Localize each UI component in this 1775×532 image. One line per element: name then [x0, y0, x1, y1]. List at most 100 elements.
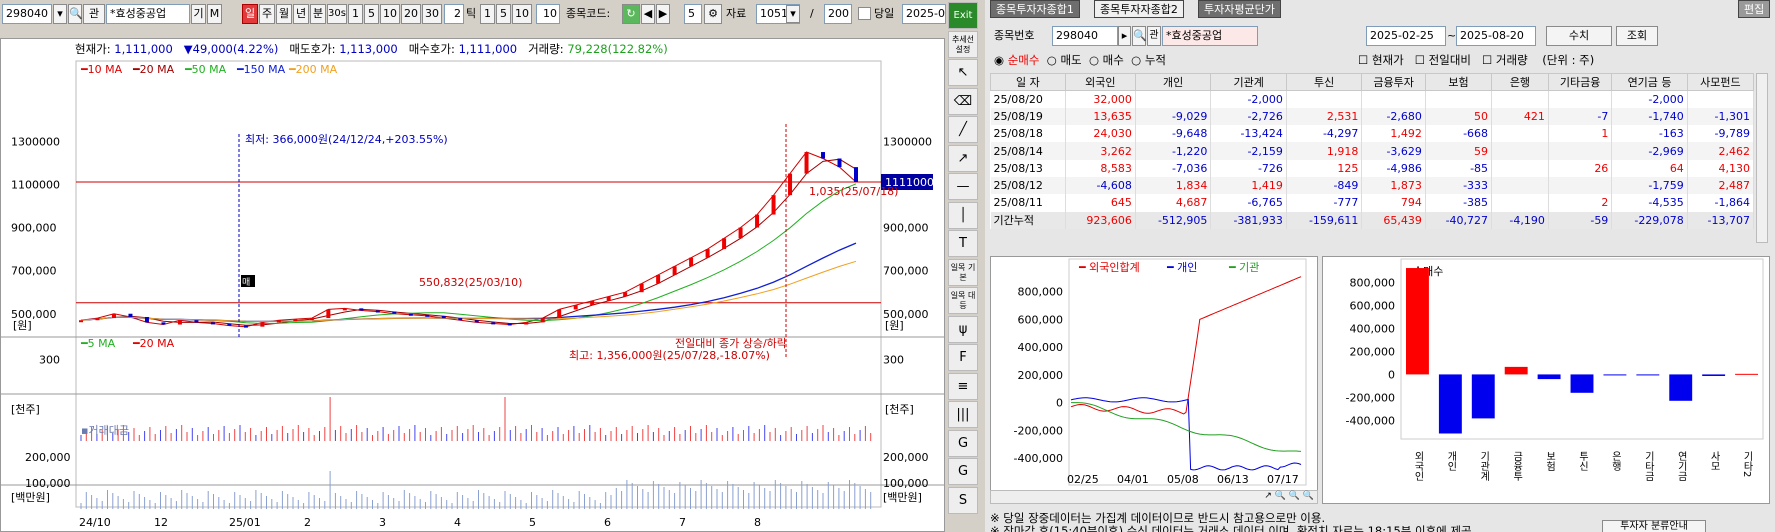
column-header-4[interactable]: 투신 — [1285, 73, 1363, 91]
table-row[interactable]: 25/08/19 13,635 -9,029 -2,726 2,531 -2,680 50 4… — [990, 107, 1755, 126]
radio-sell[interactable]: ○ 매도 — [1046, 53, 1082, 67]
gi-button[interactable]: 기 — [191, 4, 206, 24]
radio-cumulative[interactable]: ○ 누적 — [1131, 53, 1167, 67]
candle-6 — [177, 320, 182, 325]
right-code-input[interactable]: 298040 — [1052, 26, 1118, 46]
side-tool-16[interactable]: G — [948, 458, 978, 485]
today-label: 당일 — [874, 7, 895, 20]
spin-input[interactable]: 5 — [684, 4, 702, 24]
refresh-icon[interactable]: ↻ — [622, 4, 640, 24]
side-tool-7[interactable]: │ — [948, 201, 978, 229]
chevron-down-icon[interactable]: ▾ — [786, 5, 800, 23]
next-arrow-icon[interactable]: ▶ — [656, 4, 670, 24]
page-count-input[interactable]: 200 — [824, 4, 852, 24]
side-tool-9[interactable]: 일목 기본 — [948, 258, 978, 286]
tick-5-button[interactable]: 5 — [496, 4, 511, 24]
tab-investor-summary-1[interactable]: 종목투자자종합1 — [990, 0, 1080, 18]
side-tool-6[interactable]: — — [948, 173, 978, 200]
m-button[interactable]: M — [207, 4, 222, 24]
code-dropdown-button[interactable]: ▾ — [53, 4, 67, 24]
tab-investor-avg-price[interactable]: 투자자평균단가 — [1198, 0, 1281, 18]
right-next-icon[interactable]: ▸ — [1118, 26, 1131, 46]
right-search-icon[interactable]: 🔍 — [1132, 26, 1147, 46]
right-code-type-button[interactable]: 관 — [1147, 26, 1161, 46]
price-chart-svg[interactable]: ━10 MA ━20 MA ━50 MA ━150 MA ━200 MA 1300000 1… — [1, 39, 944, 531]
interval-1-button[interactable]: 1 — [348, 4, 363, 24]
side-tool-5[interactable]: ↗ — [948, 144, 978, 172]
code-type-button[interactable]: 관 — [83, 4, 105, 24]
table-cell: 1 — [1548, 125, 1613, 143]
tick-custom-input[interactable]: 10 — [536, 4, 560, 24]
investor-class-guide-button[interactable]: 투자자 분류안내 — [1602, 520, 1706, 532]
investor-line-chart[interactable]: ━ 외국인합계 ━ 개인 ━ 기관 800,000 600,000 400,000 200,… — [991, 257, 1317, 503]
table-row[interactable]: 25/08/20 32,000 -2,000 -2,000 — [990, 90, 1755, 108]
today-checkbox[interactable] — [858, 7, 871, 20]
side-tool-0[interactable]: Exit — [948, 2, 978, 29]
candle-32 — [606, 296, 611, 301]
period-month-button[interactable]: 월 — [276, 4, 292, 24]
stock-code-input[interactable]: 298040 — [2, 4, 52, 24]
check-prev-day[interactable]: ☐ 전일대비 — [1414, 53, 1471, 67]
period-day-button[interactable]: 일 — [242, 4, 258, 24]
tick-10-button[interactable]: 10 — [512, 4, 532, 24]
search-icon[interactable]: 🔍 — [68, 4, 83, 24]
interval-10-button[interactable]: 10 — [380, 4, 400, 24]
vol-unit-left: [천주] — [11, 402, 40, 416]
period-30s-button[interactable]: 30s — [327, 4, 347, 24]
interval-20-button[interactable]: 20 — [401, 4, 421, 24]
column-header-8[interactable]: 기타금융 — [1547, 73, 1613, 91]
settings-icon[interactable]: ⚙ — [704, 4, 722, 24]
radio-buy[interactable]: ○ 매수 — [1088, 53, 1124, 67]
side-tool-11[interactable]: ψ — [948, 315, 978, 343]
value-button[interactable]: 수치 — [1546, 26, 1612, 46]
tick-count-input[interactable]: 2 — [444, 4, 464, 24]
edit-button[interactable]: 편집 — [1738, 0, 1771, 18]
date-from-input[interactable]: 2025-02-25 — [1366, 26, 1446, 46]
line-ytick-3: 200,000 — [1018, 369, 1064, 382]
side-tool-13[interactable]: ≡ — [948, 372, 978, 400]
side-tool-15[interactable]: G — [948, 429, 978, 457]
side-tool-1[interactable]: 추세선 설정 — [948, 30, 978, 58]
line-chart-scrollbar[interactable]: ↗ 🔍 🔍 🔍 — [990, 490, 1318, 504]
check-current-price[interactable]: ☐ 현재가 — [1358, 53, 1404, 67]
period-minute-button[interactable]: 분 — [310, 4, 326, 24]
table-row[interactable]: 기간누적 923,606 -512,905 -381,933 -159,611 65,43… — [990, 211, 1755, 229]
column-header-6[interactable]: 보험 — [1424, 73, 1493, 91]
table-row[interactable]: 25/08/11 645 4,687 -6,765 -777 794 -385 2 -4,535… — [990, 194, 1755, 212]
side-tool-3[interactable]: ⌫ — [948, 87, 978, 115]
side-tool-2[interactable]: ↖ — [948, 59, 978, 86]
column-header-2[interactable]: 개인 — [1134, 73, 1212, 91]
column-header-5[interactable]: 금융투자 — [1361, 73, 1426, 91]
tick-1-button[interactable]: 1 — [480, 4, 495, 24]
check-volume[interactable]: ☐ 거래량 — [1481, 53, 1528, 67]
candle-14 — [309, 318, 314, 321]
side-tool-17[interactable]: S — [948, 486, 978, 514]
date-to-input[interactable]: 2025-08-20 — [1456, 26, 1536, 46]
side-tool-8[interactable]: T — [948, 230, 978, 257]
side-tool-4[interactable]: ╱ — [948, 116, 978, 143]
query-button[interactable]: 조회 — [1616, 26, 1658, 46]
column-header-10[interactable]: 사모펀드 — [1686, 73, 1755, 91]
column-header-3[interactable]: 기관계 — [1210, 73, 1287, 91]
column-header-7[interactable]: 은행 — [1491, 73, 1549, 91]
radio-net-buy[interactable]: ◉ 순매수 — [994, 53, 1040, 67]
prev-arrow-icon[interactable]: ◀ — [641, 4, 655, 24]
tab-investor-summary-2[interactable]: 종목투자자종합2 — [1094, 0, 1184, 18]
interval-5-button[interactable]: 5 — [364, 4, 379, 24]
date-input[interactable]: 2025-08 — [902, 4, 946, 24]
table-scrollbar[interactable] — [1756, 73, 1768, 243]
column-header-0[interactable]: 일 자 — [990, 73, 1066, 91]
table-row[interactable]: 25/08/14 3,262 -1,220 -2,159 1,918 -3,629 59 -2… — [990, 142, 1755, 160]
side-tool-10[interactable]: 일목 대등 — [948, 287, 978, 314]
table-row[interactable]: 25/08/12 -4,608 1,834 1,419 -849 1,873 -333 -1,… — [990, 176, 1755, 195]
side-tool-14[interactable]: ||| — [948, 401, 978, 428]
table-row[interactable]: 25/08/13 8,583 -7,036 -726 125 -4,986 -85 26 64 4… — [990, 159, 1755, 177]
column-header-1[interactable]: 외국인 — [1064, 73, 1136, 91]
period-week-button[interactable]: 주 — [259, 4, 275, 24]
side-tool-12[interactable]: F — [948, 344, 978, 371]
investor-bar-chart[interactable]: 순매수800,000600,000400,000200,0000-200,000… — [1323, 257, 1769, 503]
period-year-button[interactable]: 년 — [293, 4, 309, 24]
column-header-9[interactable]: 연기금 등 — [1611, 73, 1688, 91]
table-row[interactable]: 25/08/18 24,030 -9,648 -13,424 -4,297 1,492 -6… — [990, 125, 1755, 143]
interval-30-button[interactable]: 30 — [422, 4, 442, 24]
